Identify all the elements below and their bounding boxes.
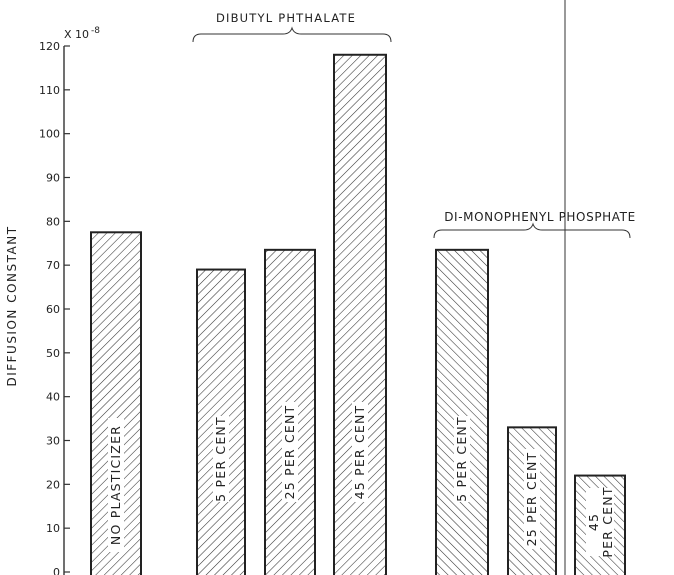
bar-label-background — [454, 416, 470, 502]
y-scale-label: X 10 -8 — [64, 26, 100, 41]
bar-label-background — [524, 449, 540, 549]
bar-label-background — [352, 402, 368, 502]
bar-label-1: NO PLASTICIZER — [108, 425, 123, 545]
y-tick-label: 40 — [46, 391, 60, 404]
group-label-monophenyl: DI-MONOPHENYL PHOSPHATE — [444, 210, 636, 224]
group-dibutyl-phthalate: DIBUTYL PHTHALATE — [192, 11, 392, 43]
y-tick-label: 30 — [46, 435, 60, 448]
y-tick-label: 80 — [46, 215, 60, 228]
y-tick-label: 0 — [53, 566, 60, 575]
y-axis-label: DIFFUSION CONSTANT — [5, 225, 19, 386]
y-tick-label: 20 — [46, 478, 60, 491]
y-scale-exponent: -8 — [91, 26, 100, 36]
y-tick-label: 60 — [46, 303, 60, 316]
group-brace-monophenyl — [433, 222, 631, 239]
group-monophenyl-phosphate: DI-MONOPHENYL PHOSPHATE — [433, 210, 636, 239]
y-tick-label: 70 — [46, 259, 60, 272]
bar-label-4: 45 PER CENT — [352, 405, 367, 500]
y-tick-label: 10 — [46, 522, 60, 535]
y-scale-base: X 10 — [64, 28, 89, 41]
group-brace-dibutyl — [192, 26, 392, 43]
bar-label-7: 45PER CENT — [586, 486, 615, 557]
bar-label-background — [282, 402, 298, 502]
bar-label-5: 5 PER CENT — [454, 416, 469, 502]
bar-label-background — [586, 488, 614, 556]
bar-label-background — [213, 416, 229, 502]
bar-label-2: 5 PER CENT — [213, 416, 228, 502]
y-tick-label: 90 — [46, 172, 60, 185]
group-label-dibutyl: DIBUTYL PHTHALATE — [216, 11, 356, 25]
y-tick-label: 120 — [39, 40, 60, 53]
y-tick-label: 50 — [46, 347, 60, 360]
y-tick-label: 100 — [39, 128, 60, 141]
bar-label-3: 25 PER CENT — [282, 405, 297, 500]
bar-label-background — [108, 418, 124, 552]
bar-5 — [435, 248, 489, 575]
bar-labels: NO PLASTICIZER 5 PER CENT 25 PER CENT 45 PE… — [108, 402, 615, 558]
y-tick-label: 110 — [39, 84, 60, 97]
bar-label-6: 25 PER CENT — [524, 452, 539, 547]
y-ticks: 0 10 20 30 40 50 60 70 80 90 100 110 120 — [39, 40, 70, 575]
